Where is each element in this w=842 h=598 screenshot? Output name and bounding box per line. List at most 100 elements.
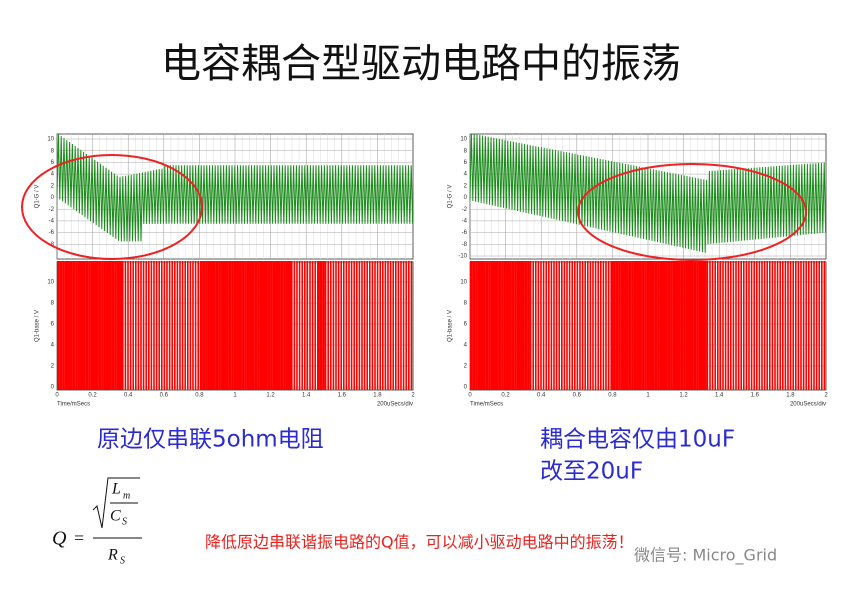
pulse [493,261,497,390]
pulse [797,261,800,390]
pulse [594,261,597,390]
pulse [241,261,245,390]
pulse [665,261,668,390]
y-tick-label: 6 [464,160,468,166]
pulse [706,261,709,390]
pulse [743,261,745,390]
pulse [662,261,666,390]
pulse [550,261,553,390]
pulse [166,261,168,390]
pulse [285,261,289,390]
pulse [122,261,124,390]
x-tick-label: 0 [55,393,59,399]
title: 电容耦合型驱动电路中的振荡 [161,41,681,87]
pulse [485,261,489,390]
y-axis-label: Q1-G / V [448,185,454,209]
pulse [808,261,810,390]
pulse [345,261,348,390]
pulse [792,261,794,390]
pulse [319,261,323,390]
pulse [213,261,216,390]
x-tick-label: 1.6 [751,393,760,399]
y-tick-label: 10 [460,137,467,143]
formula: Q = L m C S R S [52,477,142,566]
pulse [98,261,102,390]
pulse [176,261,179,390]
pulse [815,261,818,390]
pulse [402,261,405,390]
pulse [691,261,694,390]
formula-div: R [107,547,118,564]
pulse [704,261,707,390]
pulse [371,261,374,390]
pulse [210,261,214,390]
pulse [490,261,494,390]
pulse [171,261,173,390]
pulse [324,261,327,390]
pulse [488,261,491,390]
pulse [628,261,632,390]
pulse [750,261,753,390]
pulse [576,261,579,390]
pulse [597,261,599,390]
pulse [607,261,610,390]
pulse [148,261,150,390]
pulse [568,261,571,390]
pulse [732,261,735,390]
pulse [298,261,301,390]
y-tick-label: 0 [464,195,468,201]
pulse [821,261,823,390]
pulse [306,261,309,390]
pulse [717,261,719,390]
pulse [254,261,258,390]
pulse [529,261,532,390]
pulse [714,261,716,390]
pulse [353,261,355,390]
pulse [228,261,232,390]
formula-eq: = [74,528,84,548]
pulse [735,261,737,390]
pulse [137,261,140,390]
pulse [545,261,547,390]
pulse [496,261,499,390]
pulse [581,261,584,390]
x-tick-label: 1.8 [373,393,382,399]
pulse [366,261,368,390]
pulse [584,261,586,390]
pulse [116,261,120,390]
pulse [782,261,784,390]
pulse [72,261,76,390]
pulse [722,261,724,390]
formula-den: C [110,508,121,525]
pulse [644,261,647,390]
pulse [387,261,389,390]
pulse [389,261,392,390]
pulse [758,261,761,390]
pulse [719,261,722,390]
pulse [657,261,660,390]
pulse [574,261,576,390]
pulse [267,261,271,390]
y-tick-label: -10 [458,254,467,260]
pulse [641,261,645,390]
pulse [800,261,802,390]
pulse [192,261,194,390]
pulse [727,261,729,390]
pulse [802,261,805,390]
pulse [249,261,253,390]
pulse [498,261,502,390]
pulse [129,261,132,390]
pulse [745,261,748,390]
pulse [672,261,676,390]
y-tick-label: 4 [51,343,55,349]
sqrt-sign [92,477,140,529]
pulse [600,261,602,390]
y-tick-label: 10 [460,280,467,286]
pulse [711,261,714,390]
pulse [392,261,394,390]
pulse [532,261,534,390]
pulse [161,261,163,390]
pulse [405,261,407,390]
x-tick-label: 1.4 [715,393,724,399]
pulse [275,261,279,390]
